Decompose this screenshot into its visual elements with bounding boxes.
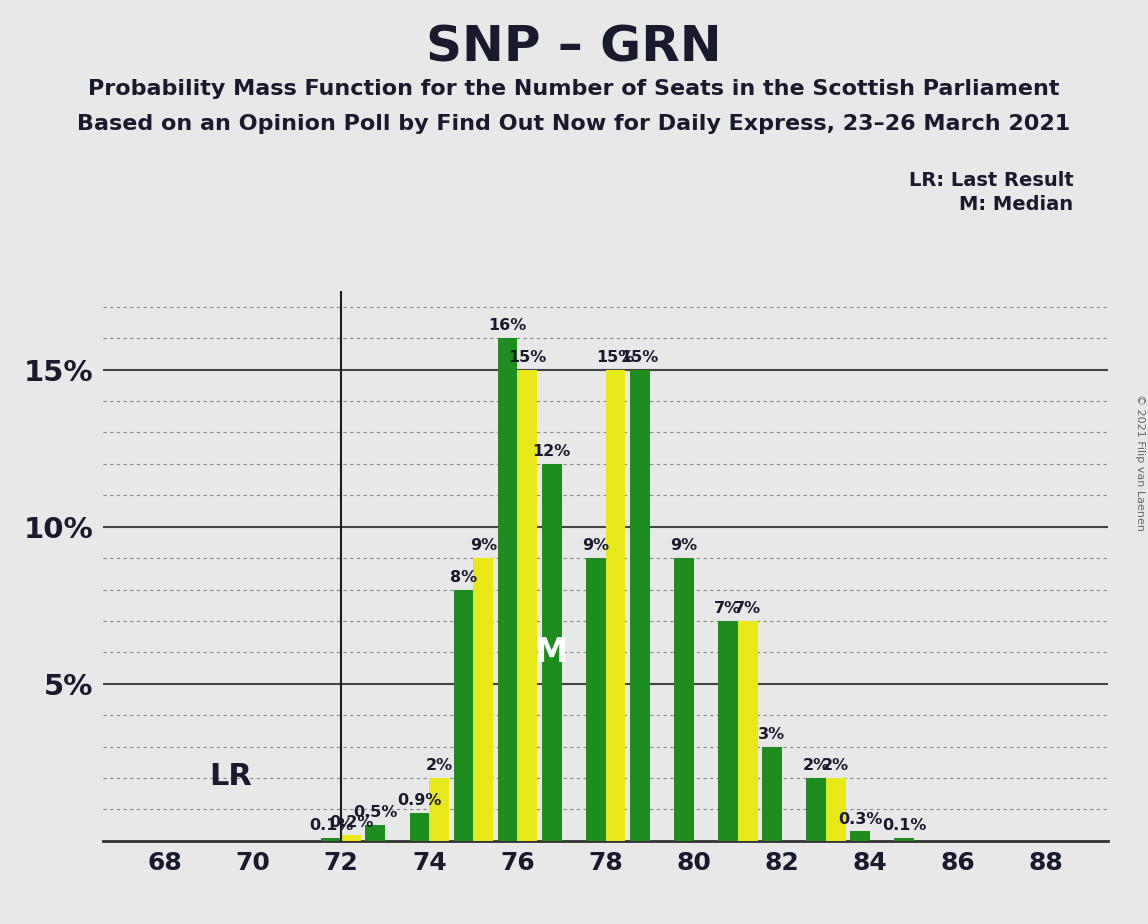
Text: 9%: 9%: [582, 539, 610, 553]
Text: 2%: 2%: [426, 759, 452, 773]
Bar: [429, 778, 449, 841]
Text: LR: LR: [209, 761, 251, 791]
Text: Probability Mass Function for the Number of Seats in the Scottish Parliament: Probability Mass Function for the Number…: [88, 79, 1060, 99]
Text: 15%: 15%: [596, 350, 635, 365]
Bar: [850, 832, 870, 841]
Text: M: M: [535, 636, 568, 669]
Text: 0.1%: 0.1%: [309, 818, 354, 833]
Bar: [453, 590, 473, 841]
Text: 12%: 12%: [533, 444, 571, 459]
Text: 16%: 16%: [488, 319, 527, 334]
Bar: [606, 370, 626, 841]
Text: 0.3%: 0.3%: [838, 811, 882, 827]
Bar: [365, 825, 386, 841]
Bar: [585, 558, 606, 841]
Text: 2%: 2%: [802, 759, 830, 773]
Bar: [321, 838, 341, 841]
Bar: [497, 338, 518, 841]
Text: 0.9%: 0.9%: [397, 793, 442, 808]
Bar: [738, 621, 758, 841]
Bar: [894, 838, 914, 841]
Bar: [674, 558, 693, 841]
Bar: [518, 370, 537, 841]
Bar: [806, 778, 825, 841]
Text: Based on an Opinion Poll by Find Out Now for Daily Express, 23–26 March 2021: Based on an Opinion Poll by Find Out Now…: [77, 114, 1071, 134]
Text: 7%: 7%: [714, 602, 742, 616]
Text: 9%: 9%: [670, 539, 697, 553]
Bar: [825, 778, 846, 841]
Bar: [410, 812, 429, 841]
Text: LR: Last Result: LR: Last Result: [908, 171, 1073, 190]
Text: 9%: 9%: [470, 539, 497, 553]
Bar: [630, 370, 650, 841]
Text: M: Median: M: Median: [960, 195, 1073, 214]
Text: 0.1%: 0.1%: [882, 818, 926, 833]
Text: 15%: 15%: [621, 350, 659, 365]
Bar: [341, 834, 362, 841]
Text: SNP – GRN: SNP – GRN: [426, 23, 722, 71]
Bar: [542, 464, 561, 841]
Bar: [473, 558, 494, 841]
Bar: [762, 747, 782, 841]
Text: 2%: 2%: [822, 759, 850, 773]
Text: 0.2%: 0.2%: [329, 815, 373, 830]
Text: 3%: 3%: [759, 727, 785, 742]
Bar: [718, 621, 738, 841]
Text: 8%: 8%: [450, 570, 478, 585]
Text: 0.5%: 0.5%: [354, 806, 397, 821]
Text: 7%: 7%: [734, 602, 761, 616]
Text: 15%: 15%: [509, 350, 546, 365]
Text: © 2021 Filip van Laenen: © 2021 Filip van Laenen: [1135, 394, 1145, 530]
